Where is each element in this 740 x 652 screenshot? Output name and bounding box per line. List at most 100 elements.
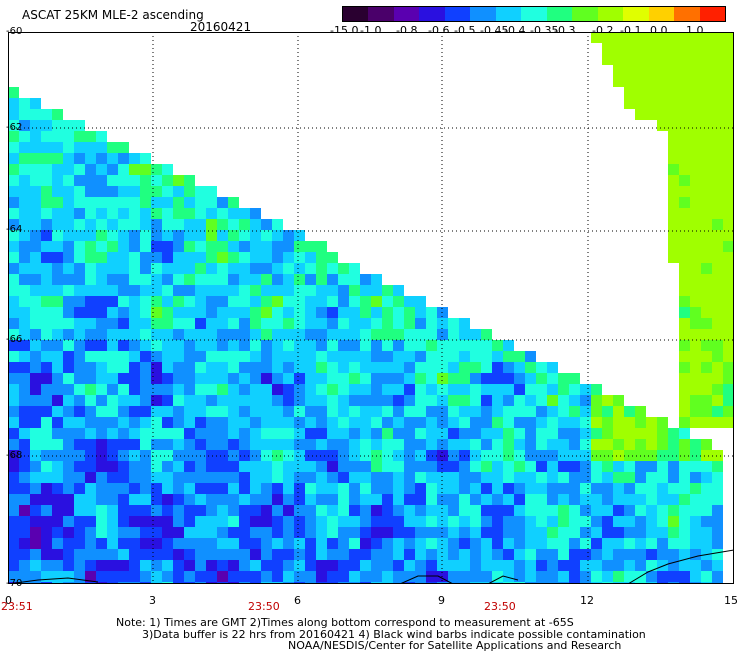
data-cell — [129, 351, 140, 362]
data-cell — [63, 351, 74, 362]
data-cell — [173, 384, 184, 395]
data-cell — [558, 483, 569, 494]
data-cell — [173, 274, 184, 285]
data-cell — [294, 439, 305, 450]
data-cell — [448, 373, 459, 384]
data-cell — [382, 296, 393, 307]
data-cell — [481, 505, 492, 516]
data-cell — [30, 98, 41, 109]
data-cell — [118, 219, 129, 230]
data-cell — [569, 538, 580, 549]
data-cell — [283, 549, 294, 560]
data-cell — [30, 439, 41, 450]
data-cell — [162, 395, 173, 406]
data-cell — [19, 571, 30, 582]
data-cell — [283, 395, 294, 406]
data-cell — [349, 527, 360, 538]
data-cell — [646, 538, 657, 549]
data-cell — [470, 538, 481, 549]
data-cell — [162, 461, 173, 472]
data-cell — [602, 560, 613, 571]
data-cell — [448, 329, 459, 340]
data-cell — [470, 560, 481, 571]
data-cell — [63, 307, 74, 318]
data-cell — [624, 65, 635, 76]
data-cell — [536, 472, 547, 483]
data-cell — [63, 494, 74, 505]
data-cell — [272, 340, 283, 351]
data-cell — [8, 351, 19, 362]
data-cell — [19, 120, 30, 131]
data-cell — [96, 439, 107, 450]
data-cell — [536, 395, 547, 406]
data-cell — [228, 538, 239, 549]
data-cell — [316, 571, 327, 582]
data-cell — [723, 76, 734, 87]
data-cell — [646, 571, 657, 582]
data-cell — [679, 208, 690, 219]
data-cell — [624, 87, 635, 98]
data-cell — [690, 384, 701, 395]
data-cell — [41, 384, 52, 395]
data-cell — [701, 406, 712, 417]
data-cell — [657, 571, 668, 582]
data-cell — [206, 450, 217, 461]
data-cell — [217, 527, 228, 538]
data-cell — [580, 549, 591, 560]
data-cell — [30, 175, 41, 186]
data-cell — [371, 417, 382, 428]
data-cell — [283, 428, 294, 439]
data-cell — [382, 417, 393, 428]
data-cell — [41, 516, 52, 527]
data-cell — [525, 538, 536, 549]
data-cell — [415, 373, 426, 384]
data-cell — [173, 175, 184, 186]
data-cell — [371, 560, 382, 571]
data-cell — [162, 197, 173, 208]
data-cell — [63, 395, 74, 406]
data-cell — [96, 197, 107, 208]
data-cell — [41, 428, 52, 439]
data-cell — [679, 439, 690, 450]
data-cell — [525, 373, 536, 384]
data-cell — [184, 505, 195, 516]
data-cell — [701, 43, 712, 54]
data-cell — [63, 538, 74, 549]
data-cell — [404, 549, 415, 560]
data-cell — [30, 318, 41, 329]
data-cell — [437, 406, 448, 417]
data-cell — [679, 120, 690, 131]
data-cell — [151, 340, 162, 351]
data-cell — [371, 505, 382, 516]
data-cell — [283, 329, 294, 340]
data-cell — [613, 43, 624, 54]
lat-label-64: -64 — [6, 224, 23, 235]
data-cell — [382, 428, 393, 439]
data-cell — [393, 527, 404, 538]
data-cell — [151, 362, 162, 373]
data-cell — [349, 362, 360, 373]
data-cell — [712, 164, 723, 175]
data-cell — [107, 439, 118, 450]
data-cell — [712, 241, 723, 252]
data-cell — [173, 527, 184, 538]
data-cell — [558, 571, 569, 582]
data-cell — [96, 263, 107, 274]
data-cell — [228, 296, 239, 307]
data-cell — [162, 417, 173, 428]
data-cell — [30, 560, 41, 571]
data-cell — [129, 197, 140, 208]
data-cell — [74, 483, 85, 494]
data-cell — [657, 439, 668, 450]
data-cell — [305, 351, 316, 362]
data-cell — [327, 329, 338, 340]
data-cell — [712, 362, 723, 373]
data-cell — [217, 340, 228, 351]
data-cell — [184, 296, 195, 307]
data-cell — [217, 560, 228, 571]
data-cell — [690, 318, 701, 329]
data-cell — [41, 186, 52, 197]
data-cell — [250, 329, 261, 340]
data-cell — [52, 560, 63, 571]
data-cell — [30, 285, 41, 296]
